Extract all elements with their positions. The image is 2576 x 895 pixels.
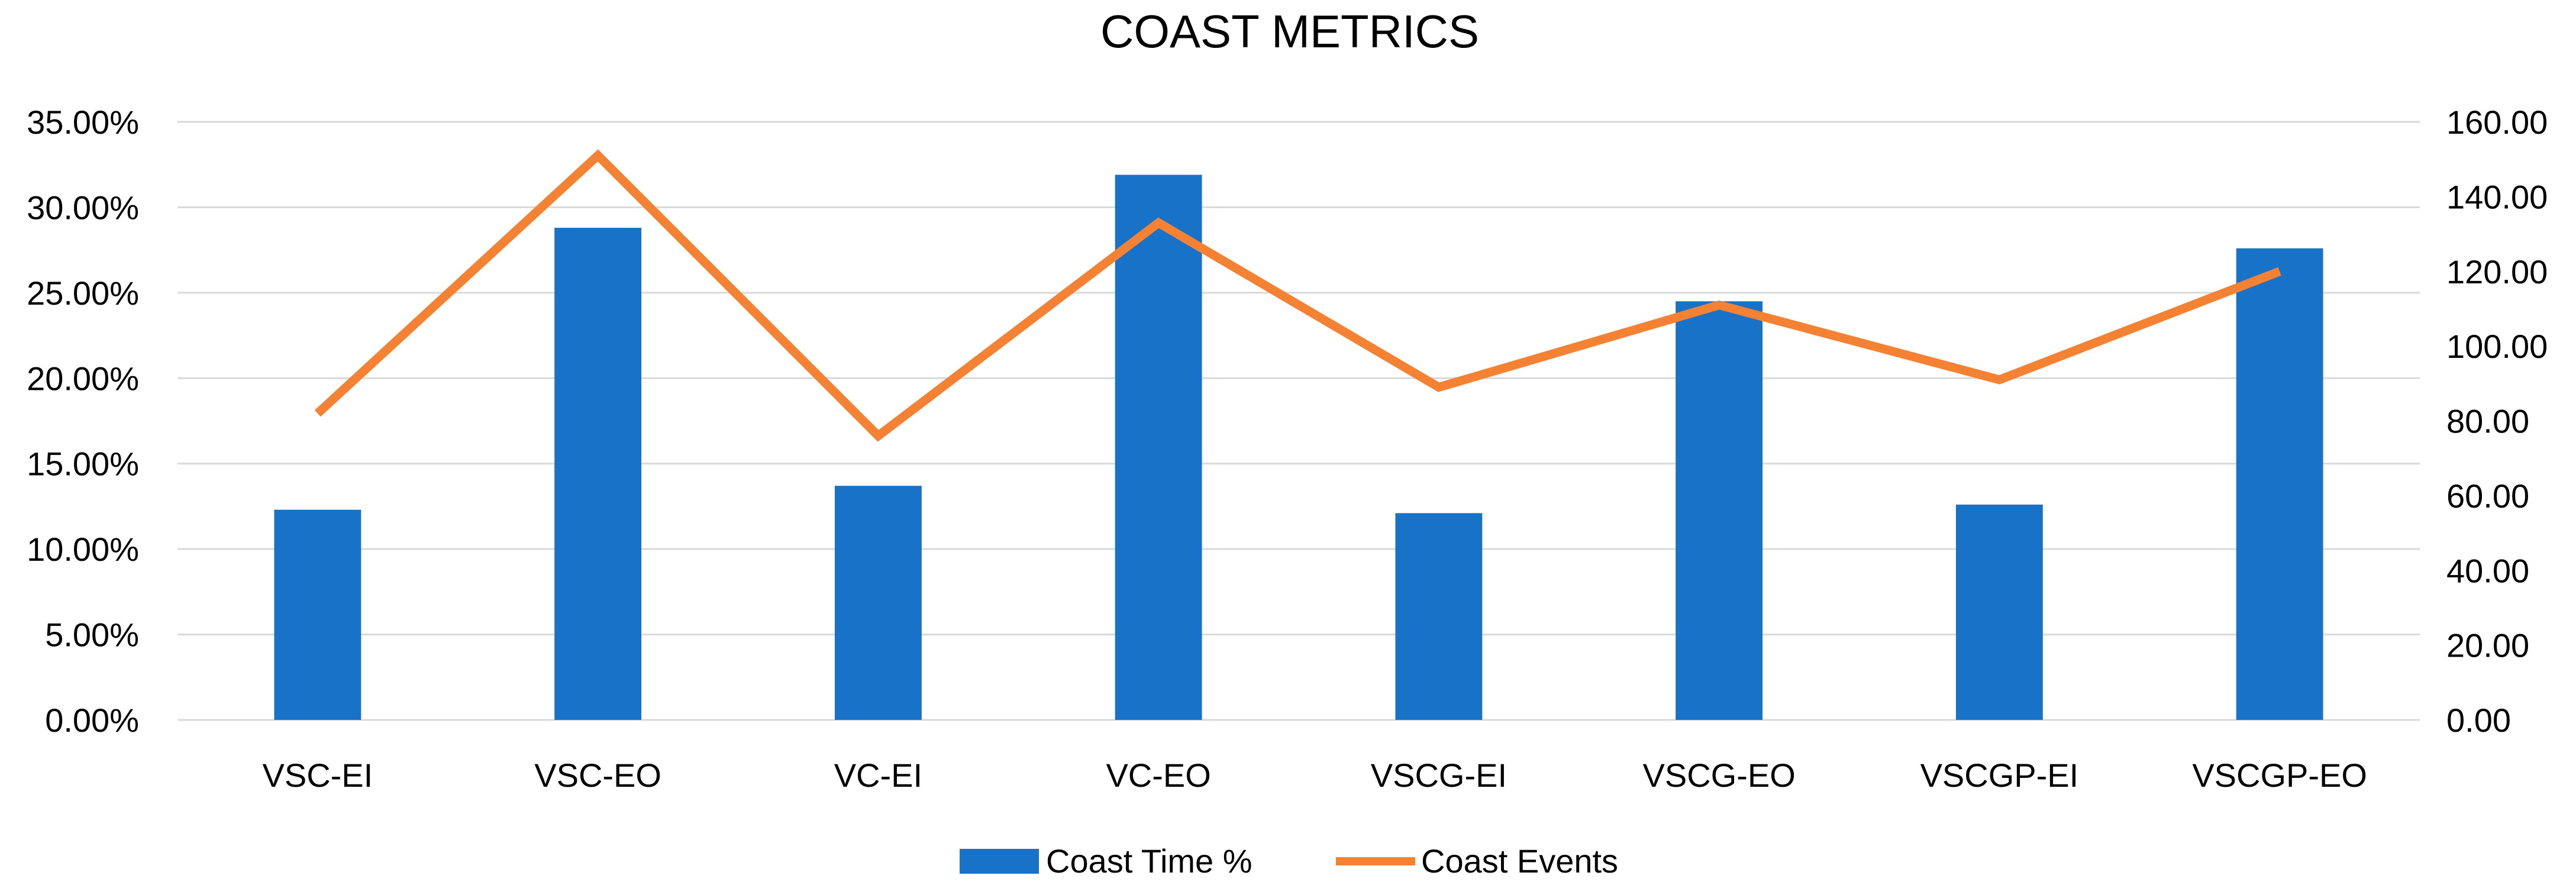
- right-tick-label: 60.00: [2446, 477, 2529, 515]
- right-tick-label: 160.00: [2446, 104, 2548, 141]
- left-tick-label: 5.00%: [45, 616, 139, 654]
- gridlines: [177, 121, 2420, 721]
- bar: [1955, 505, 2043, 720]
- right-axis: 0.00 20.00 40.00 60.00 80.00 100.00 120.00 140.…: [2446, 104, 2548, 739]
- category-label: VC-EO: [1106, 757, 1210, 794]
- right-tick-label: 20.00: [2446, 627, 2529, 664]
- right-tick-label: 0.00: [2446, 702, 2511, 739]
- category-label: VC-EI: [834, 757, 922, 794]
- category-label: VSCGP-EI: [1920, 757, 2079, 794]
- chart-title: COAST METRICS: [1100, 5, 1479, 57]
- category-label: VSC-EO: [534, 757, 661, 794]
- line-series: [314, 149, 2281, 442]
- legend: Coast Time % Coast Events: [960, 842, 1618, 880]
- left-tick-label: 30.00%: [27, 189, 139, 226]
- bar: [274, 509, 361, 720]
- bar-series: [274, 175, 2323, 720]
- category-label: VSC-EI: [263, 757, 373, 794]
- right-tick-label: 80.00: [2446, 403, 2529, 440]
- left-tick-label: 10.00%: [27, 531, 139, 568]
- bar: [834, 486, 922, 720]
- legend-label-coast-time: Coast Time %: [1046, 842, 1253, 880]
- left-tick-label: 35.00%: [27, 104, 139, 141]
- left-axis: 0.00% 5.00% 10.00% 15.00% 20.00% 25.00% 30.00%…: [27, 104, 139, 739]
- right-tick-label: 140.00: [2446, 178, 2548, 215]
- bar: [2236, 248, 2323, 720]
- right-tick-label: 40.00: [2446, 552, 2529, 589]
- bar: [1676, 301, 1763, 720]
- left-tick-label: 0.00%: [45, 702, 139, 739]
- bar: [1115, 175, 1202, 720]
- bar: [1395, 513, 1483, 720]
- left-tick-label: 15.00%: [27, 445, 139, 483]
- right-tick-label: 120.00: [2446, 253, 2548, 290]
- category-label: VSCG-EI: [1371, 757, 1507, 794]
- legend-label-coast-events: Coast Events: [1421, 842, 1618, 880]
- legend-swatch-coast-time: [960, 849, 1039, 874]
- series-line: [314, 149, 2281, 442]
- category-label: VSCGP-EO: [2192, 757, 2367, 794]
- category-label: VSCG-EO: [1642, 757, 1795, 794]
- bar: [554, 228, 642, 720]
- left-tick-label: 25.00%: [27, 274, 139, 312]
- x-axis: VSC-EI VSC-EO VC-EI VC-EO VSCG-EI VSCG-EO VSCG…: [263, 757, 2367, 794]
- left-tick-label: 20.00%: [27, 360, 139, 397]
- right-tick-label: 100.00: [2446, 328, 2548, 365]
